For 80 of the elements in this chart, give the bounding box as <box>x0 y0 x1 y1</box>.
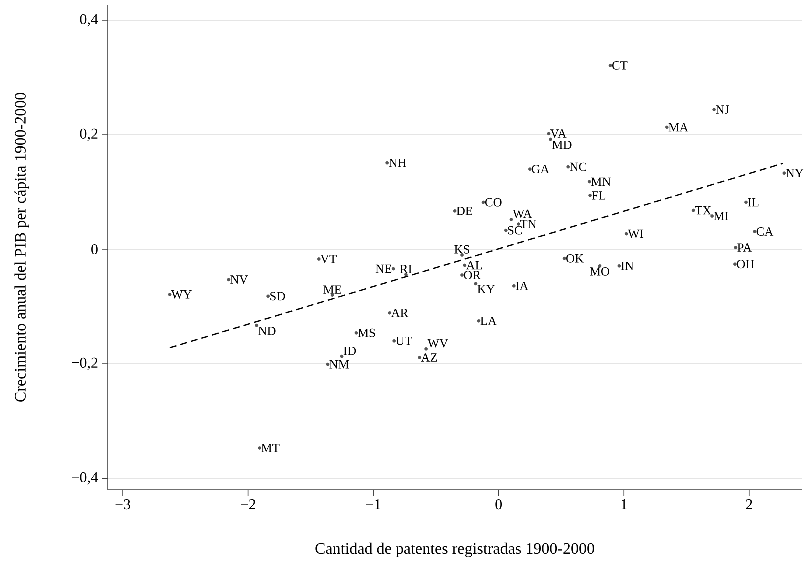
annotation: OH <box>737 260 754 269</box>
annotation: OR <box>464 271 482 280</box>
annotation: DE <box>456 207 472 216</box>
y-axis-title: Crecimiento anual del PIB per cápita 1900-2000 <box>14 93 30 402</box>
point <box>424 347 428 351</box>
annotation: NH <box>389 158 406 168</box>
point <box>608 64 612 68</box>
annotation: NE <box>376 264 392 274</box>
annotation: ME <box>324 286 342 294</box>
annotation: SD <box>270 292 286 301</box>
point <box>392 267 396 271</box>
y-tick-label: 0,2 <box>80 128 98 142</box>
annotation: VA <box>550 130 567 138</box>
y-tick-label: 0 <box>92 244 98 255</box>
point <box>528 168 532 172</box>
annotation: PA <box>738 244 752 252</box>
annotation: GA <box>532 165 550 174</box>
point <box>266 294 270 298</box>
annotation: CO <box>485 198 502 207</box>
annotation: FL <box>592 192 606 200</box>
x-tick-label: −1 <box>366 500 381 510</box>
point <box>549 138 552 142</box>
x-tick-label: 2 <box>746 500 752 510</box>
point <box>504 228 508 232</box>
annotation: MS <box>358 328 376 338</box>
annotation: MT <box>262 444 280 452</box>
x-tick-label: −3 <box>116 500 130 510</box>
annotation: OK <box>566 254 584 263</box>
annotation: VT <box>320 255 337 264</box>
annotation: NY <box>786 169 804 178</box>
annotation: CT <box>612 61 628 70</box>
annotation: MI <box>714 212 729 220</box>
point <box>510 218 514 222</box>
annotation: RI <box>400 265 412 274</box>
annotation: SC <box>508 226 522 235</box>
annotation: MD <box>552 140 572 150</box>
annotation: MN <box>591 178 611 186</box>
point <box>734 262 737 266</box>
x-axis-title: Cantidad de patentes registradas 1900-2000 <box>316 542 594 558</box>
annotation: WI <box>628 230 644 238</box>
y-tick-label: 0,4 <box>80 14 98 27</box>
annotation: MA <box>668 123 689 132</box>
point <box>744 200 748 204</box>
annotation: WA <box>512 210 532 218</box>
point <box>588 194 592 198</box>
annotation: ND <box>258 327 276 336</box>
point <box>482 200 486 204</box>
annotation: KY <box>478 285 496 294</box>
annotation: TN <box>520 220 537 228</box>
annotation: NC <box>570 162 586 172</box>
point <box>460 274 464 277</box>
annotation: IA <box>516 282 529 290</box>
annotation: IN <box>621 262 634 270</box>
annotation: AL <box>466 261 482 270</box>
annotation: NJ <box>716 106 730 114</box>
annotation: TX <box>695 206 712 215</box>
annotation: LA <box>480 316 497 326</box>
annotation: IL <box>748 198 759 207</box>
point <box>588 180 592 184</box>
annotation: NV <box>230 276 248 284</box>
annotation: ID <box>344 346 356 356</box>
annotation: WY <box>171 290 192 299</box>
point <box>562 256 566 260</box>
point <box>512 284 516 288</box>
annotation: WV <box>428 339 448 348</box>
y-tick-label: −0,4 <box>72 472 98 485</box>
annotation: NM <box>330 360 350 369</box>
annotation: AZ <box>421 354 438 362</box>
annotation: KS <box>454 245 470 254</box>
point <box>255 324 259 328</box>
annotation: UT <box>396 336 412 346</box>
point <box>474 282 478 286</box>
point <box>340 354 344 358</box>
x-tick-label: 1 <box>622 500 627 510</box>
annotation: AR <box>391 308 409 318</box>
y-tick-label: −0,2 <box>72 358 98 370</box>
x-tick-label: 0 <box>496 500 502 510</box>
x-tick-label: −2 <box>241 500 256 510</box>
annotation: MO <box>590 268 610 276</box>
annotation: CA <box>756 228 774 236</box>
